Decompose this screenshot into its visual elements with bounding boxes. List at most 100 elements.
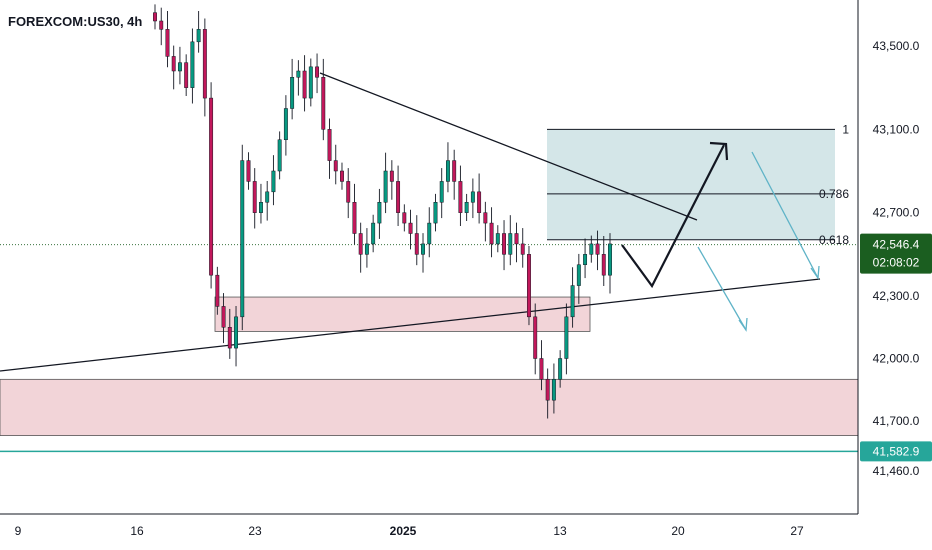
price-axis: 43,500.0 43,100.0 42,700.0 42,300.0 42,000.0… [857, 0, 920, 514]
candle-body[interactable] [470, 191, 475, 203]
bearish-arrowhead [738, 317, 748, 332]
candle-body[interactable] [296, 70, 301, 78]
candle-body[interactable] [221, 306, 226, 328]
candle-body[interactable] [159, 20, 164, 30]
candle-body[interactable] [371, 222, 376, 245]
candle-body[interactable] [265, 191, 270, 203]
candle-body[interactable] [527, 254, 531, 318]
candle-body[interactable] [489, 222, 494, 245]
candle-body[interactable] [545, 379, 550, 401]
candle-body[interactable] [153, 12, 157, 22]
candle-body[interactable] [352, 202, 357, 234]
candle-body[interactable] [302, 70, 307, 99]
candle-body[interactable] [564, 316, 569, 359]
candle-body[interactable] [551, 379, 556, 401]
candle-body[interactable] [333, 160, 338, 172]
price-tick-label: 42,000.0 [873, 352, 920, 366]
candle-body[interactable] [520, 243, 525, 255]
candle-body[interactable] [259, 202, 263, 213]
candle-body[interactable] [558, 358, 563, 380]
time-tick-label: 9 [15, 524, 22, 538]
target-arrowhead [810, 265, 820, 280]
candle-body[interactable] [209, 97, 214, 276]
candle-body[interactable] [533, 316, 538, 359]
fib-level-label: 0.786 [819, 187, 849, 201]
candle-body[interactable] [283, 108, 288, 140]
candle-body[interactable] [433, 202, 438, 224]
candle-body[interactable] [483, 212, 488, 224]
rising-trendline[interactable] [0, 278, 821, 372]
candle-body[interactable] [252, 181, 257, 213]
candle-body[interactable] [570, 285, 575, 318]
bearish-projection-arrow[interactable] [697, 246, 747, 331]
time-tick-label: 20 [671, 524, 685, 538]
candle-body[interactable] [358, 233, 363, 255]
candle-body[interactable] [477, 191, 482, 213]
candle-body[interactable] [595, 243, 600, 255]
candle-body[interactable] [445, 160, 450, 182]
candle-body[interactable] [396, 181, 401, 213]
target-projection-arrow[interactable] [751, 151, 819, 279]
candle-body[interactable] [315, 66, 320, 78]
falling-trendline[interactable] [319, 72, 698, 221]
candle-body[interactable] [576, 264, 581, 286]
candle-body[interactable] [439, 181, 444, 203]
fibonacci-layer: 1 0.786 0.618 [547, 122, 849, 247]
candle-body[interactable] [346, 181, 351, 203]
candle-body[interactable] [464, 202, 469, 213]
projection-arrows-layer [621, 141, 820, 332]
candle-body[interactable] [246, 160, 251, 182]
candle-body[interactable] [340, 170, 344, 182]
candle-body[interactable] [277, 139, 282, 172]
candle-body[interactable] [502, 233, 506, 255]
candle-body[interactable] [495, 233, 500, 245]
zones-layer [0, 296, 859, 436]
price-tick-label: 41,460.0 [873, 464, 920, 478]
current-price-tag [860, 233, 932, 274]
candle-body[interactable] [421, 243, 425, 255]
candle-body[interactable] [364, 243, 369, 255]
candle-body[interactable] [196, 29, 201, 43]
time-tick-label: 27 [790, 524, 804, 538]
candle-body[interactable] [389, 170, 394, 182]
candle-body[interactable] [234, 316, 238, 349]
price-tick-label: 41,700.0 [873, 414, 920, 428]
candle-body[interactable] [215, 274, 220, 307]
candle-body[interactable] [539, 358, 544, 380]
fib-level-label: 1 [842, 122, 849, 136]
price-tick-label: 42,300.0 [873, 289, 920, 303]
candle-body[interactable] [427, 222, 432, 245]
candle-body[interactable] [308, 66, 313, 99]
time-axis: 9 16 23 2025 13 20 27 [0, 513, 858, 538]
candle-body[interactable] [583, 254, 588, 265]
candle-body[interactable] [383, 170, 388, 203]
candle-body[interactable] [452, 160, 457, 182]
candle-body[interactable] [271, 170, 276, 193]
candle-body[interactable] [177, 62, 182, 72]
price-tick-label: 42,700.0 [873, 206, 920, 220]
candle-body[interactable] [414, 233, 419, 255]
candle-body[interactable] [402, 212, 407, 224]
candle-body[interactable] [508, 233, 513, 255]
candle-body[interactable] [514, 233, 519, 245]
candle-body[interactable] [601, 254, 606, 276]
candle-body[interactable] [377, 202, 382, 224]
candle-body[interactable] [240, 160, 245, 318]
candle-body[interactable] [321, 77, 326, 130]
candle-body[interactable] [589, 243, 594, 255]
candle-body[interactable] [458, 181, 463, 213]
bullish-arrowhead [709, 141, 729, 161]
candle-body[interactable] [165, 29, 170, 57]
symbol-label: FOREXCOM:US30, 4h [8, 14, 143, 29]
candle-body[interactable] [202, 29, 207, 99]
candle-body[interactable] [171, 56, 176, 72]
candle-body[interactable] [184, 62, 189, 88]
bullish-projection-path[interactable] [621, 144, 725, 289]
candle-body[interactable] [408, 222, 413, 234]
candle-body[interactable] [227, 327, 232, 349]
candle-body[interactable] [290, 77, 295, 109]
candle-body[interactable] [190, 41, 195, 88]
candle-body[interactable] [608, 243, 612, 276]
candle-body[interactable] [327, 129, 332, 161]
